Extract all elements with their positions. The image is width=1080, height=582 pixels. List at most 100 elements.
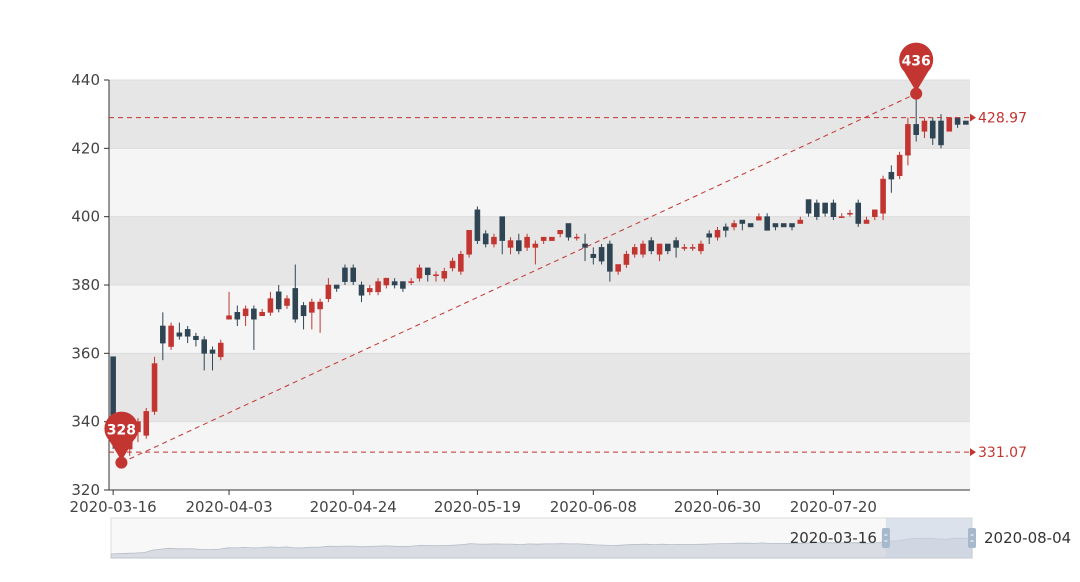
candle-down — [747, 223, 754, 228]
x-tick-label: 2020-07-20 — [790, 498, 877, 516]
candle-up — [640, 243, 646, 255]
candle-down — [251, 308, 257, 320]
candle-down — [193, 335, 199, 340]
candle-up — [267, 298, 274, 313]
y-tick-label: 320 — [71, 481, 100, 499]
candle-down — [474, 209, 481, 241]
candle-down — [350, 267, 357, 282]
y-tick-label: 380 — [71, 276, 100, 294]
candle-down — [780, 223, 787, 228]
candle-down — [855, 202, 862, 224]
data-zoom-window[interactable] — [885, 518, 972, 558]
candle-up — [532, 243, 539, 248]
mark-line-label: 428.97 — [978, 111, 1027, 127]
candle-down — [673, 240, 679, 248]
y-tick-label: 400 — [71, 208, 100, 226]
candle-down — [607, 243, 613, 272]
mark-point-pin — [104, 411, 139, 461]
candle-down — [292, 288, 299, 320]
x-tick-label: 2020-03-16 — [70, 498, 157, 516]
y-tick-label: 340 — [71, 413, 100, 431]
candle-down — [764, 216, 770, 231]
candle-up — [309, 301, 315, 313]
mark-line-label: 331.07 — [978, 445, 1027, 461]
split-band — [109, 216, 970, 285]
candle-down — [805, 199, 812, 214]
data-zoom-start-label: 2020-03-16 — [790, 529, 877, 547]
candle-down — [665, 243, 671, 252]
candle-down — [424, 267, 431, 276]
data-zoom-preview — [110, 537, 973, 559]
candle-down — [963, 120, 969, 125]
x-tick-label: 2020-06-30 — [674, 498, 761, 516]
candle-down — [938, 120, 944, 146]
candle-down — [400, 281, 406, 289]
candle-up — [507, 240, 514, 248]
candle-down — [275, 291, 282, 310]
candle-up — [623, 253, 630, 265]
split-band — [109, 421, 970, 490]
mark-line-arrow — [970, 448, 976, 457]
candle-down — [565, 223, 572, 238]
candle-down — [201, 339, 207, 354]
candle-up — [383, 277, 390, 286]
candle-down — [789, 223, 795, 228]
candle-up — [689, 247, 696, 249]
mark-point-label: 328 — [107, 423, 136, 439]
candle-down — [184, 329, 191, 337]
y-tick-label: 420 — [71, 139, 100, 157]
candle-down — [342, 267, 348, 282]
candle-up — [549, 236, 555, 241]
candle-down — [648, 240, 655, 252]
candle-down — [722, 226, 729, 231]
candle-up — [573, 236, 580, 239]
candle-up — [872, 209, 878, 217]
x-tick-label: 2020-04-03 — [185, 498, 272, 516]
candle-down — [772, 223, 779, 228]
mark-point-dot — [910, 87, 923, 100]
candle-down — [234, 312, 241, 320]
candle-up — [151, 363, 158, 412]
candle-up — [143, 411, 150, 436]
y-tick-label: 440 — [71, 71, 100, 89]
candle-up — [838, 216, 845, 218]
x-tick-label: 2020-06-08 — [550, 498, 637, 516]
candle-down — [590, 253, 597, 258]
split-band — [109, 148, 970, 217]
candle-down — [582, 243, 588, 248]
candle-down — [516, 240, 522, 252]
candle-up — [524, 236, 530, 248]
x-tick-label: 2020-04-24 — [310, 498, 397, 516]
candle-up — [416, 267, 423, 279]
x-tick-label: 2020-05-19 — [434, 498, 521, 516]
candle-down — [598, 247, 605, 262]
candle-up — [168, 325, 174, 347]
candle-up — [366, 288, 373, 293]
data-zoom-end-handle[interactable] — [968, 528, 976, 548]
candle-up — [863, 219, 870, 224]
candle-down — [176, 332, 183, 337]
split-band — [109, 80, 970, 149]
candle-down — [888, 171, 895, 180]
candle-down — [160, 325, 166, 344]
candle-up — [466, 230, 472, 255]
candle-up — [698, 243, 704, 252]
data-zoom-start-handle[interactable] — [881, 528, 890, 548]
candle-down — [209, 349, 216, 354]
candle-down — [391, 281, 398, 286]
candle-down — [300, 305, 307, 317]
candle-up — [259, 312, 265, 317]
candle-up — [375, 281, 381, 293]
candle-up — [946, 117, 953, 132]
candle-up — [656, 243, 663, 255]
candle-down — [333, 284, 340, 289]
candle-up — [433, 274, 439, 277]
candle-up — [756, 216, 762, 221]
candle-up — [797, 219, 804, 224]
candle-up — [540, 236, 547, 241]
candle-down — [482, 233, 489, 245]
candle-up — [226, 315, 232, 320]
candle-up — [714, 230, 721, 238]
